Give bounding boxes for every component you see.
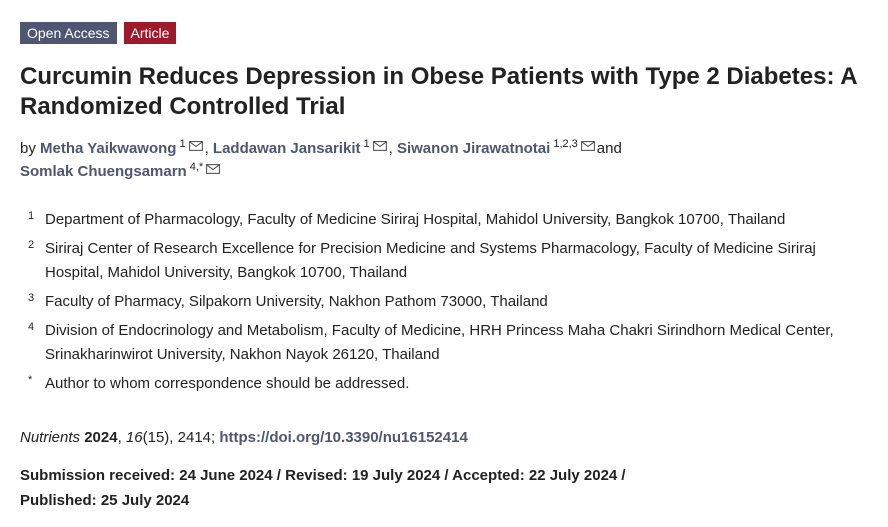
article-type-badge[interactable]: Article xyxy=(123,22,177,44)
authors-prefix: by xyxy=(20,140,36,157)
affiliation-text: Department of Pharmacology, Faculty of M… xyxy=(45,211,786,228)
correspondence-marker: * xyxy=(28,374,33,386)
author-separator: , xyxy=(204,140,209,157)
author-line-2: Somlak Chuengsamarn 4,* xyxy=(20,161,870,184)
affiliation-item: 3 Faculty of Pharmacy, Silpakorn Univers… xyxy=(28,290,868,314)
mail-icon[interactable] xyxy=(372,141,387,151)
open-access-badge[interactable]: Open Access xyxy=(20,22,117,44)
author-affiliation-ref-1: 1 xyxy=(179,138,186,150)
submission-dates: Submission received: 24 June 2024 / Revi… xyxy=(20,467,626,484)
affiliation-item: 4 Division of Endocrinology and Metaboli… xyxy=(28,319,868,367)
author-list: by Metha Yaikwawong 1, Laddawan Jansariki… xyxy=(20,138,870,184)
author-separator: , xyxy=(388,140,393,157)
author-name-1[interactable]: Metha Yaikwawong xyxy=(40,140,177,157)
author-separator: and xyxy=(596,140,622,157)
article-badges: Open Access Article xyxy=(20,22,177,44)
affiliation-number: 1 xyxy=(28,210,35,222)
affiliation-item: 1 Department of Pharmacology, Faculty of… xyxy=(28,208,868,232)
volume-number: 16 xyxy=(125,429,143,446)
affiliation-text: Siriraj Center of Research Excellence fo… xyxy=(45,240,816,281)
citation-line: Nutrients 2024, 16(15), 2414; https://do… xyxy=(20,429,468,446)
mail-icon[interactable] xyxy=(188,141,203,151)
author-name-3[interactable]: Siwanon Jirawatnotai xyxy=(396,140,551,157)
mail-icon[interactable] xyxy=(580,141,595,151)
article-number: 2414 xyxy=(177,429,212,446)
author-affiliation-ref-2: 1 xyxy=(363,138,370,150)
journal-name: Nutrients xyxy=(20,429,81,446)
affiliation-item: 2 Siriraj Center of Research Excellence … xyxy=(28,237,868,285)
publication-year: 2024 xyxy=(84,429,118,446)
mail-icon[interactable] xyxy=(206,164,221,174)
affiliation-number: 4 xyxy=(28,321,35,333)
article-title: Curcumin Reduces Depression in Obese Pat… xyxy=(20,63,857,120)
affiliation-list: 1 Department of Pharmacology, Faculty of… xyxy=(28,208,868,401)
affiliation-number: 3 xyxy=(28,292,35,304)
author-name-2[interactable]: Laddawan Jansarikit xyxy=(212,140,361,157)
author-name-4[interactable]: Somlak Chuengsamarn xyxy=(20,163,187,180)
publication-dates: Submission received: 24 June 2024 / Revi… xyxy=(20,463,720,513)
author-affiliation-ref-3: 1,2,3 xyxy=(553,138,578,150)
issue-number: (15) xyxy=(142,429,170,446)
affiliation-text: Faculty of Pharmacy, Silpakorn Universit… xyxy=(45,293,548,310)
correspondence-text: Author to whom correspondence should be … xyxy=(45,375,410,392)
affiliation-number: 2 xyxy=(28,239,35,251)
correspondence-note: * Author to whom correspondence should b… xyxy=(28,372,868,396)
doi-link[interactable]: https://doi.org/10.3390/nu16152414 xyxy=(219,429,468,446)
published-date: Published: 25 July 2024 xyxy=(20,492,190,509)
affiliation-text: Division of Endocrinology and Metabolism… xyxy=(45,322,834,363)
author-affiliation-ref-4: 4,* xyxy=(189,161,204,173)
